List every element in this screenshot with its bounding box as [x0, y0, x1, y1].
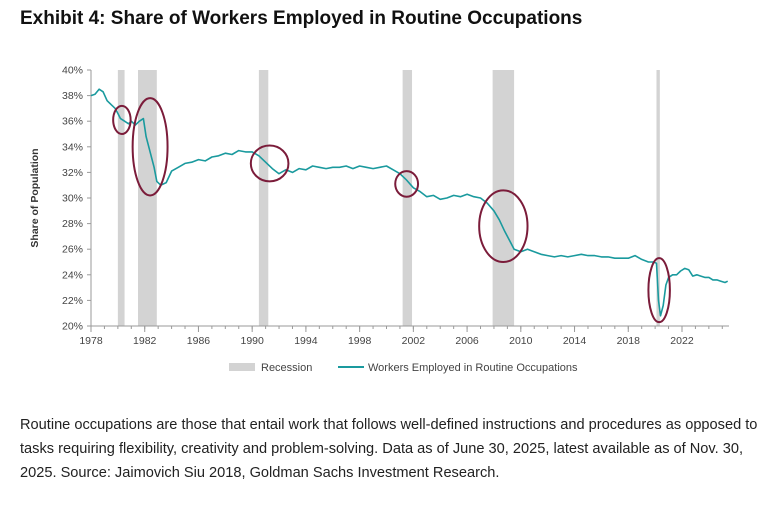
- x-tick-label: 1990: [240, 335, 264, 347]
- highlight-circle-2: [131, 97, 169, 197]
- x-tick-label: 2022: [670, 335, 694, 347]
- y-tick-label: 34%: [62, 141, 83, 153]
- legend: Recession Workers Employed in Routine Occ…: [229, 362, 578, 374]
- y-tick-label: 28%: [62, 218, 83, 230]
- x-tick-label: 1998: [348, 335, 372, 347]
- highlight-circle-4: [394, 170, 420, 198]
- recession-bar-3: [258, 70, 269, 326]
- legend-swatch-recession: [229, 363, 255, 371]
- x-tick-label: 1986: [187, 335, 211, 347]
- recession-bar-5: [492, 70, 515, 326]
- legend-label-routine-occupations: Workers Employed in Routine Occupations: [368, 362, 578, 374]
- highlight-circle-6: [647, 257, 671, 324]
- y-tick-label: 26%: [62, 244, 83, 256]
- y-axis-title: Share of Population: [29, 148, 41, 247]
- highlight-circle-1: [112, 104, 132, 135]
- chart-title: Exhibit 4: Share of Workers Employed in …: [20, 8, 583, 29]
- x-tick-label: 1978: [79, 335, 103, 347]
- recession-bar-2: [138, 70, 157, 326]
- x-tick-label: 2006: [455, 335, 479, 347]
- y-tick-label: 24%: [62, 269, 83, 281]
- source-caption: Routine occupations are those that entai…: [20, 417, 758, 481]
- x-tick-label: 2018: [617, 335, 641, 347]
- y-tick-label: 32%: [62, 167, 83, 179]
- x-tick-label: 2010: [509, 335, 533, 347]
- x-tick-label: 1994: [294, 335, 318, 347]
- recession-bar-4: [402, 70, 413, 326]
- recession-bar-6: [656, 70, 660, 326]
- legend-label-recession: Recession: [261, 362, 312, 374]
- y-tick-label: 30%: [62, 193, 83, 205]
- y-tick-label: 40%: [62, 65, 83, 77]
- y-tick-label: 20%: [62, 321, 83, 333]
- line-chart: 20% 22% 24% 26% 28% 30% 32% 34% 36% 38% 40% 1978 198…: [29, 65, 729, 374]
- recession-bar-1: [117, 70, 125, 326]
- x-tick-label: 2014: [563, 335, 587, 347]
- highlight-circle-5: [478, 189, 529, 264]
- highlight-circle-3: [249, 144, 290, 183]
- y-tick-label: 36%: [62, 116, 83, 128]
- y-tick-label: 38%: [62, 90, 83, 102]
- x-tick-label: 1982: [133, 335, 157, 347]
- x-tick-label: 2002: [402, 335, 426, 347]
- y-tick-label: 22%: [62, 295, 83, 307]
